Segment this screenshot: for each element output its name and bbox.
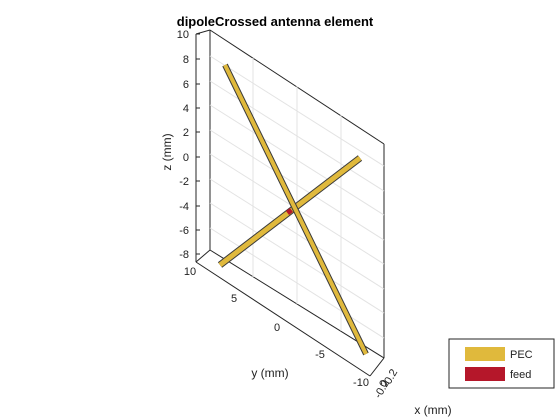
y-tick-label: 10 xyxy=(184,266,196,278)
feed-point xyxy=(285,207,294,216)
legend-label-feed: feed xyxy=(510,369,531,381)
y-axis-label: y (mm) xyxy=(251,366,288,380)
legend: PEC feed xyxy=(448,338,555,389)
z-tick-label: 2 xyxy=(183,127,189,139)
dipole-arm-diagonal xyxy=(223,64,368,355)
x-tick-labels: 0.2 0 -0.2 xyxy=(372,367,400,400)
legend-swatch-pec xyxy=(465,347,505,361)
z-tick-label: 6 xyxy=(183,79,189,91)
legend-swatch-feed xyxy=(465,367,505,381)
antenna-element xyxy=(217,63,369,356)
z-tick-labels: 10 8 6 4 2 0 -2 -4 -6 -8 xyxy=(177,29,189,261)
z-tick-marks xyxy=(196,33,200,255)
y-tick-label: -5 xyxy=(315,349,325,361)
x-tick-label: 0 xyxy=(377,378,390,389)
legend-label-pec: PEC xyxy=(510,349,533,361)
z-tick-label: 10 xyxy=(177,29,189,41)
z-axis-label: z (mm) xyxy=(160,133,174,170)
y-tick-labels: 10 5 0 -5 -10 xyxy=(184,266,369,389)
x-axis-label: x (mm) xyxy=(414,403,451,417)
z-tick-label: -4 xyxy=(179,201,189,213)
z-tick-label: 4 xyxy=(183,103,189,115)
z-tick-label: 0 xyxy=(183,152,189,164)
figure-title: dipoleCrossed antenna element xyxy=(177,14,374,29)
y-tick-label: 0 xyxy=(274,322,280,334)
y-tick-label: -10 xyxy=(353,377,369,389)
z-tick-label: -6 xyxy=(179,225,189,237)
y-tick-label: 5 xyxy=(231,293,237,305)
z-tick-label: -2 xyxy=(179,176,189,188)
z-tick-label: 8 xyxy=(183,54,189,66)
z-tick-label: -8 xyxy=(179,249,189,261)
